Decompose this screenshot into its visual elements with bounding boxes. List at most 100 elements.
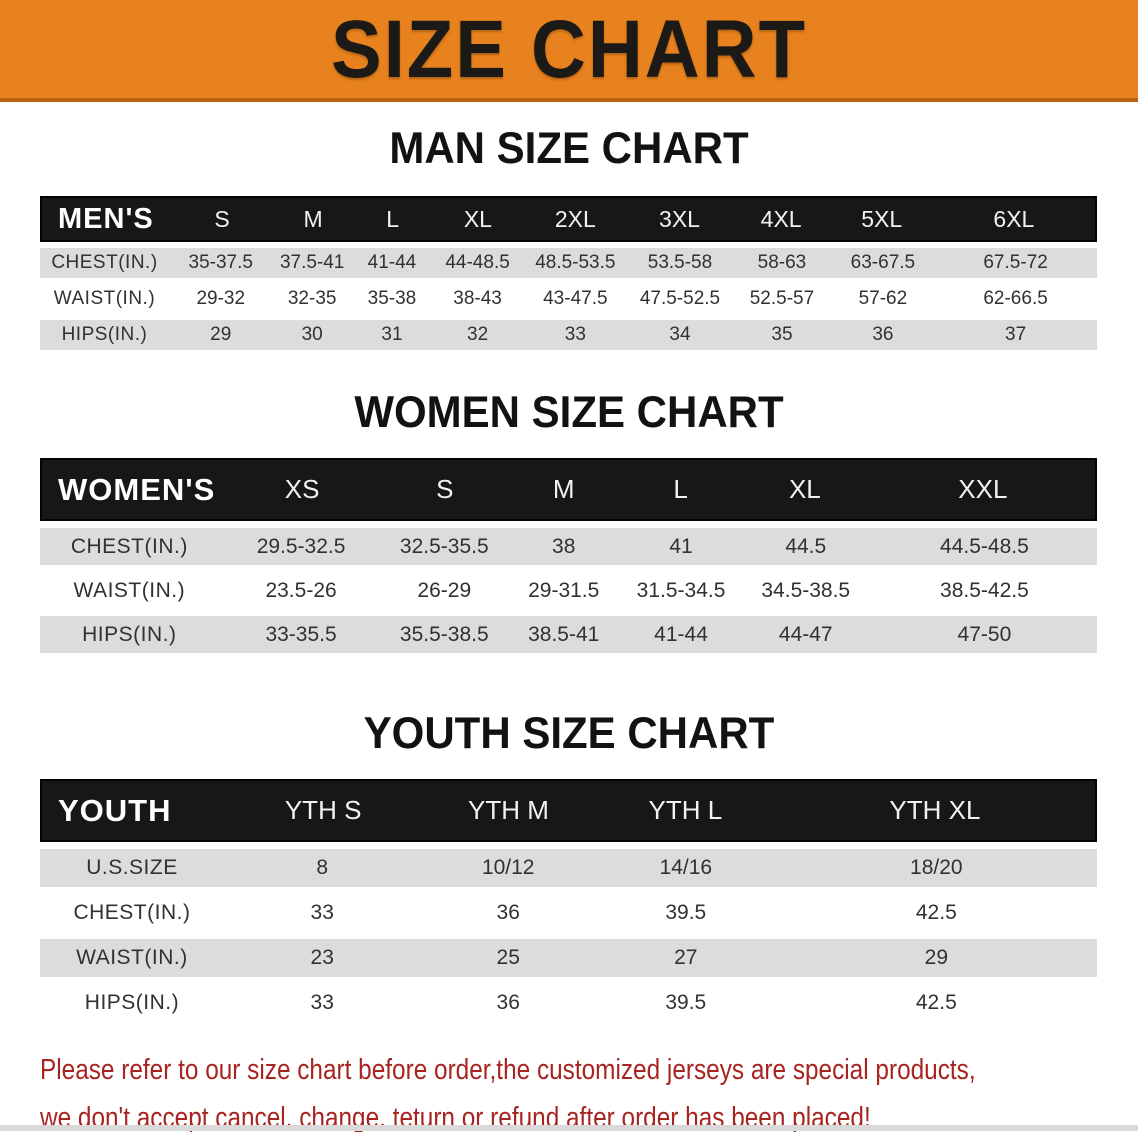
table-cell: 38.5-42.5 (940, 578, 1029, 602)
table-cell: 41 (669, 534, 693, 558)
table-cell: 29 (210, 324, 232, 345)
table-cell: 33 (564, 324, 586, 345)
table-cell: 29-32 (196, 288, 246, 309)
column-header-xxl: XXL (958, 474, 1008, 504)
table-cell: 33-35.5 (265, 622, 337, 646)
table-cell: 30 (301, 324, 323, 345)
table-cell: 37 (1005, 324, 1027, 345)
mens-chest-row: CHEST(IN.) 35-37.5 37.5-41 41-44 44-48.5… (40, 248, 1097, 278)
table-cell: 38 (552, 534, 576, 558)
table-cell: 26-29 (417, 578, 472, 602)
table-cell: 29-31.5 (528, 578, 600, 602)
table-cell: 33 (310, 901, 334, 924)
table-cell: 37.5-41 (279, 252, 345, 273)
table-cell: 8 (316, 856, 329, 879)
table-cell: 43-47.5 (543, 288, 608, 309)
table-cell: 42.5 (915, 991, 957, 1014)
table-cell: 32-35 (287, 288, 337, 309)
table-cell: 39.5 (665, 991, 707, 1014)
table-cell: 34 (669, 324, 691, 345)
row-label: HIPS(IN.) (61, 324, 148, 345)
column-header-4xl: 4XL (760, 205, 802, 232)
table-cell: 29 (924, 946, 948, 969)
row-label: WAIST(IN.) (53, 288, 156, 309)
table-cell: 48.5-53.5 (535, 252, 616, 273)
row-label: WAIST(IN.) (76, 946, 188, 969)
table-cell: 44-47 (778, 622, 833, 646)
column-header-s: S (436, 474, 454, 504)
table-cell: 18/20 (910, 856, 963, 879)
table-cell: 39.5 (665, 901, 707, 924)
mens-table-header-row: MEN'S S M L XL 2XL 3XL 4XL 5XL 6XL (40, 196, 1097, 242)
column-header-6xl: 6XL (993, 205, 1035, 232)
table-cell: 32.5-35.5 (399, 534, 489, 558)
youth-size-chart-heading: YOUTH SIZE CHART (363, 707, 775, 758)
table-cell: 31 (381, 324, 403, 345)
table-cell: 63-67.5 (850, 252, 916, 273)
banner-title: SIZE CHART (331, 3, 807, 95)
row-label: CHEST(IN.) (70, 534, 188, 558)
table-cell: 34.5-38.5 (761, 578, 851, 602)
column-header-m: M (552, 474, 575, 504)
table-cell: 35.5-38.5 (399, 622, 489, 646)
table-cell: 33 (310, 991, 334, 1014)
table-cell: 31.5-34.5 (636, 578, 726, 602)
table-cell: 44-48.5 (445, 252, 510, 273)
column-header-xl: XL (788, 474, 821, 504)
youth-size-table: YOUTH YTH S YTH M YTH L YTH XL U.S.SIZE … (40, 779, 1097, 1022)
table-cell: 14/16 (659, 856, 713, 879)
row-label: CHEST(IN.) (51, 252, 158, 273)
table-cell: 38-43 (453, 288, 502, 309)
column-header-l: L (673, 474, 688, 504)
table-cell: 27 (674, 946, 698, 969)
disclaimer-text: Please refer to our size chart before or… (40, 1046, 1138, 1132)
column-header-m: M (303, 205, 323, 232)
row-label: U.S.SIZE (86, 856, 178, 879)
table-cell: 47.5-52.5 (639, 288, 721, 309)
table-cell: 41-44 (654, 622, 708, 646)
row-label: HIPS(IN.) (84, 991, 180, 1014)
column-header-yth-m: YTH M (468, 795, 549, 825)
row-label: HIPS(IN.) (82, 622, 177, 646)
table-cell: 58-63 (757, 252, 807, 273)
table-cell: 47-50 (957, 622, 1012, 646)
table-cell: 10/12 (481, 856, 535, 879)
table-cell: 35-37.5 (188, 252, 253, 273)
column-header-yth-l: YTH L (648, 795, 723, 825)
column-header-xs: XS (284, 474, 320, 504)
column-header-s: S (214, 205, 230, 232)
column-header-yth-s: YTH S (284, 795, 362, 825)
column-header-l: L (386, 205, 400, 232)
women-size-chart-heading: WOMEN SIZE CHART (354, 386, 784, 437)
column-header-2xl: 2XL (554, 205, 596, 232)
man-size-chart-heading: MAN SIZE CHART (389, 122, 749, 173)
youth-ussize-row: U.S.SIZE 8 10/12 14/16 18/20 (40, 849, 1097, 887)
youth-table-title: YOUTH (58, 792, 172, 828)
table-cell: 23.5-26 (265, 578, 337, 602)
youth-table-header-row: YOUTH YTH S YTH M YTH L YTH XL (40, 779, 1097, 842)
table-cell: 41-44 (367, 252, 417, 273)
table-cell: 32 (467, 324, 489, 345)
womens-table-title: WOMEN'S (58, 471, 216, 507)
table-cell: 44.5-48.5 (940, 534, 1029, 558)
table-cell: 23 (310, 946, 334, 969)
disclaimer-line-1: Please refer to our size chart before or… (40, 1054, 976, 1086)
bottom-divider (0, 1125, 1138, 1131)
table-cell: 38.5-41 (528, 622, 600, 646)
table-cell: 36 (496, 901, 520, 924)
size-chart-banner: SIZE CHART (0, 0, 1138, 102)
womens-table-header-row: WOMEN'S XS S M L XL XXL (40, 458, 1097, 521)
table-cell: 25 (496, 946, 520, 969)
table-cell: 67.5-72 (983, 252, 1048, 273)
row-label: WAIST(IN.) (73, 578, 186, 602)
table-cell: 62-66.5 (983, 288, 1048, 309)
table-cell: 52.5-57 (749, 288, 815, 309)
youth-hips-row: HIPS(IN.) 33 36 39.5 42.5 (40, 984, 1097, 1022)
table-cell: 44.5 (785, 534, 827, 558)
column-header-3xl: 3XL (659, 205, 700, 232)
table-cell: 57-62 (858, 288, 908, 309)
table-cell: 42.5 (915, 901, 957, 924)
table-cell: 35 (771, 324, 793, 345)
womens-hips-row: HIPS(IN.) 33-35.5 35.5-38.5 38.5-41 41-4… (40, 616, 1097, 653)
womens-size-table: WOMEN'S XS S M L XL XXL CHEST(IN.) 29.5-… (40, 458, 1097, 653)
